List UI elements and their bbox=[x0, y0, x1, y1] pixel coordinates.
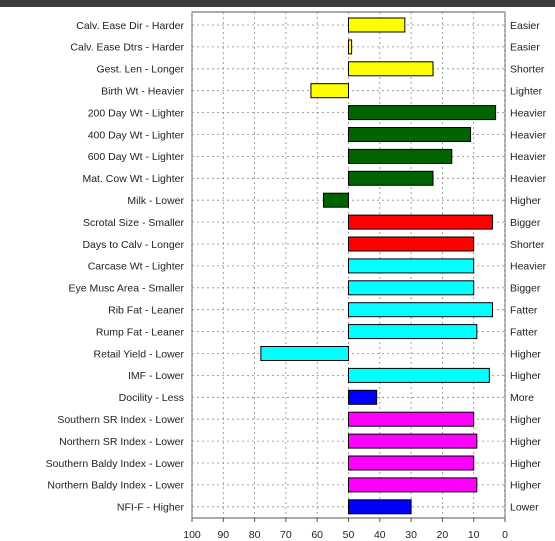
row-label-right: Heavier bbox=[510, 107, 547, 119]
row-label-right: Bigger bbox=[510, 283, 541, 295]
row-label-left: Southern Baldy Index - Lower bbox=[46, 458, 185, 470]
bar bbox=[260, 346, 349, 361]
bar bbox=[348, 170, 434, 186]
window-top-bar bbox=[0, 0, 555, 7]
row-label-left: Carcase Wt - Lighter bbox=[88, 261, 185, 273]
row-label-right: Fatter bbox=[510, 305, 538, 317]
bar bbox=[348, 367, 490, 383]
bar bbox=[348, 280, 475, 296]
row-label-right: Shorter bbox=[510, 239, 545, 251]
row-label-right: Shorter bbox=[510, 64, 545, 76]
row-label-left: Northern Baldy Index - Lower bbox=[47, 480, 184, 492]
row-label-right: Higher bbox=[510, 414, 541, 426]
bar bbox=[348, 324, 478, 340]
row-label-right: Heavier bbox=[510, 151, 547, 163]
row-label-right: Easier bbox=[510, 20, 540, 32]
row-label-left: Docility - Less bbox=[119, 392, 184, 404]
row-label-left: Mat. Cow Wt - Lighter bbox=[82, 173, 184, 185]
row-label-right: Lower bbox=[510, 502, 539, 514]
x-tick-label: 20 bbox=[437, 529, 449, 541]
bar bbox=[348, 17, 406, 33]
bar bbox=[348, 455, 475, 471]
row-label-right: Higher bbox=[510, 195, 541, 207]
row-label-left: Birth Wt - Heavier bbox=[101, 86, 184, 98]
row-label-right: Higher bbox=[510, 480, 541, 492]
x-tick-label: 100 bbox=[183, 529, 201, 541]
bar bbox=[348, 389, 378, 405]
row-label-left: Northern SR Index - Lower bbox=[59, 436, 184, 448]
x-tick-label: 60 bbox=[311, 529, 323, 541]
row-label-left: 600 Day Wt - Lighter bbox=[88, 151, 185, 163]
x-tick-label: 90 bbox=[217, 529, 229, 541]
row-label-left: IMF - Lower bbox=[128, 370, 185, 382]
bar bbox=[348, 411, 475, 427]
row-label-right: Heavier bbox=[510, 173, 547, 185]
bar bbox=[348, 127, 472, 142]
row-label-left: 200 Day Wt - Lighter bbox=[88, 107, 185, 119]
row-label-left: Calv. Ease Dir - Harder bbox=[76, 20, 184, 32]
bar bbox=[322, 192, 349, 208]
row-label-right: Fatter bbox=[510, 326, 538, 338]
row-label-right: Heavier bbox=[510, 261, 547, 273]
row-label-right: Heavier bbox=[510, 129, 547, 141]
row-label-left: Days to Calv - Longer bbox=[82, 239, 184, 251]
row-label-right: More bbox=[510, 392, 534, 404]
row-label-left: Calv. Ease Dtrs - Harder bbox=[70, 42, 184, 54]
x-tick-label: 50 bbox=[343, 529, 355, 541]
x-tick-label: 10 bbox=[468, 529, 480, 541]
row-label-left: 400 Day Wt - Lighter bbox=[88, 129, 185, 141]
row-label-right: Higher bbox=[510, 436, 541, 448]
row-label-left: Rump Fat - Leaner bbox=[96, 326, 185, 338]
row-label-left: Eye Musc Area - Smaller bbox=[68, 283, 184, 295]
row-label-left: Rib Fat - Leaner bbox=[108, 305, 184, 317]
bar bbox=[348, 214, 493, 230]
x-tick-label: 0 bbox=[502, 529, 508, 541]
row-label-left: Milk - Lower bbox=[127, 195, 184, 207]
row-label-right: Easier bbox=[510, 42, 540, 54]
row-label-right: Higher bbox=[510, 370, 541, 382]
x-tick-label: 40 bbox=[374, 529, 386, 541]
x-tick-label: 30 bbox=[405, 529, 417, 541]
row-label-right: Bigger bbox=[510, 217, 541, 229]
row-label-left: Retail Yield - Lower bbox=[94, 348, 185, 360]
bar bbox=[348, 433, 478, 449]
bar bbox=[348, 236, 475, 252]
bar bbox=[348, 39, 353, 55]
bar bbox=[348, 61, 434, 77]
bar bbox=[348, 148, 453, 164]
bar bbox=[348, 105, 497, 121]
bar bbox=[348, 302, 493, 318]
row-label-left: Gest. Len - Longer bbox=[96, 64, 184, 76]
row-label-left: Scrotal Size - Smaller bbox=[83, 217, 184, 229]
row-label-left: Southern SR Index - Lower bbox=[57, 414, 184, 426]
bar bbox=[348, 499, 412, 515]
row-label-right: Higher bbox=[510, 458, 541, 470]
bar bbox=[348, 477, 478, 493]
x-tick-label: 80 bbox=[249, 529, 261, 541]
bar bbox=[310, 83, 350, 99]
bar bbox=[348, 258, 475, 274]
row-label-right: Higher bbox=[510, 348, 541, 360]
row-label-left: NFI-F - Higher bbox=[117, 502, 185, 514]
row-label-right: Lighter bbox=[510, 86, 543, 98]
x-tick-label: 70 bbox=[280, 529, 292, 541]
